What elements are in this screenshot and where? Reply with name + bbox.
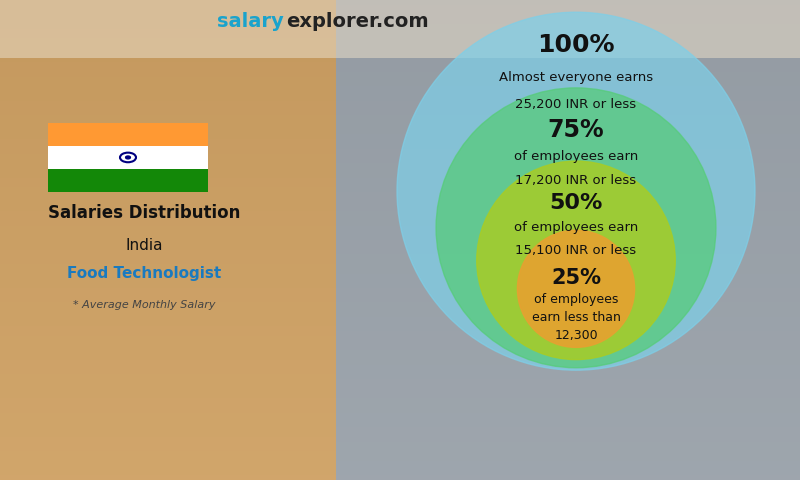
Text: of employees earn: of employees earn — [514, 150, 638, 163]
Text: 12,300: 12,300 — [554, 329, 598, 342]
Text: 15,100 INR or less: 15,100 INR or less — [515, 244, 637, 257]
Circle shape — [477, 161, 675, 360]
FancyBboxPatch shape — [48, 146, 208, 169]
Circle shape — [126, 156, 130, 159]
Text: salary: salary — [218, 12, 284, 31]
Text: 100%: 100% — [538, 33, 614, 57]
Text: 75%: 75% — [548, 118, 604, 142]
Text: Food Technologist: Food Technologist — [67, 266, 221, 281]
Text: 50%: 50% — [550, 193, 602, 214]
Text: 17,200 INR or less: 17,200 INR or less — [515, 174, 637, 187]
FancyBboxPatch shape — [48, 123, 208, 146]
Text: Almost everyone earns: Almost everyone earns — [499, 71, 653, 84]
Text: of employees earn: of employees earn — [514, 221, 638, 234]
Text: 25%: 25% — [551, 268, 601, 288]
Text: 25,200 INR or less: 25,200 INR or less — [515, 97, 637, 110]
Text: earn less than: earn less than — [531, 311, 621, 324]
FancyBboxPatch shape — [48, 169, 208, 192]
FancyBboxPatch shape — [0, 0, 800, 58]
Text: India: India — [126, 238, 162, 252]
Circle shape — [518, 230, 634, 348]
Circle shape — [436, 88, 716, 368]
Text: explorer.com: explorer.com — [286, 12, 429, 31]
Text: * Average Monthly Salary: * Average Monthly Salary — [73, 300, 215, 310]
Text: Salaries Distribution: Salaries Distribution — [48, 204, 240, 222]
Text: of employees: of employees — [534, 293, 618, 306]
Circle shape — [397, 12, 755, 370]
